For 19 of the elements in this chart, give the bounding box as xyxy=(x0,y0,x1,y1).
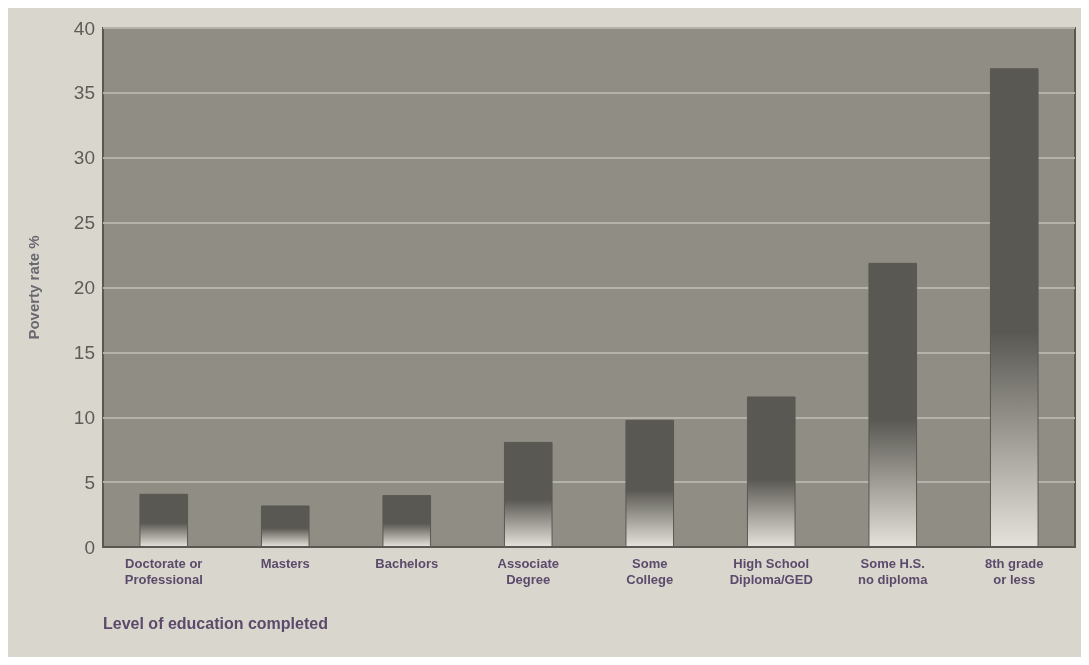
x-axis-title: Level of education completed xyxy=(103,614,328,632)
x-tick-label: Masters xyxy=(260,555,310,571)
y-tick-label: 15 xyxy=(73,341,95,363)
y-tick-label: 35 xyxy=(73,82,95,104)
y-tick-label: 25 xyxy=(73,212,95,234)
x-tick-label: Some College xyxy=(626,555,674,587)
y-tick-label: 20 xyxy=(73,277,95,298)
y-tick-label: 30 xyxy=(73,147,95,169)
y-axis-title: Poverty rate % xyxy=(25,235,42,340)
x-tick-label: 8th grade or less xyxy=(984,555,1044,587)
y-tick-label: 5 xyxy=(84,471,95,493)
y-tick-label: 40 xyxy=(73,17,95,39)
x-tick-label: Associate Degree xyxy=(497,555,559,587)
y-tick-label: 0 xyxy=(84,536,95,558)
x-tick-label: Doctorate or Professional xyxy=(124,555,203,587)
x-tick-label: Bachelors xyxy=(375,555,439,571)
x-tick-label: Some H.S. no diploma xyxy=(858,555,929,587)
x-tick-label: High School Diploma/GED xyxy=(729,555,813,587)
y-tick-label: 10 xyxy=(73,406,95,428)
